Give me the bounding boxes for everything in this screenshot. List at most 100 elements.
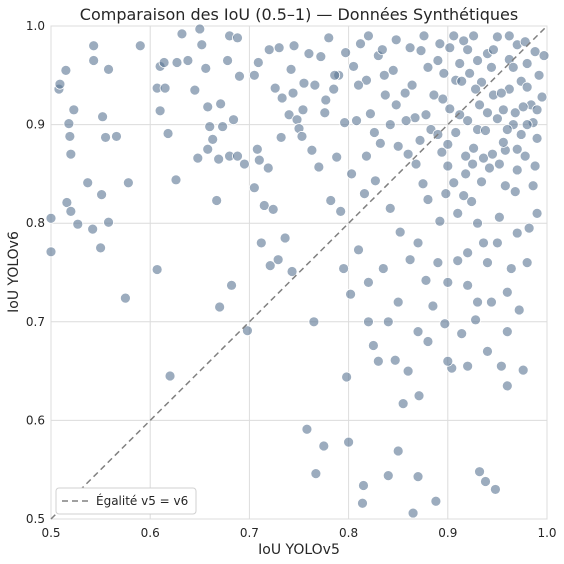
scatter-point xyxy=(345,288,356,300)
scatter-point xyxy=(374,137,386,149)
scatter-point xyxy=(341,371,353,383)
scatter-point xyxy=(467,158,479,170)
scatter-point xyxy=(402,365,414,377)
scatter-point xyxy=(363,276,374,288)
scatter-point xyxy=(472,296,483,308)
scatter-point xyxy=(248,182,260,194)
scatter-point xyxy=(523,222,535,234)
scatter-point xyxy=(422,336,434,347)
y-tick-label: 0.9 xyxy=(26,118,45,132)
scatter-point xyxy=(484,162,495,174)
scatter-point xyxy=(158,57,170,68)
scatter-point xyxy=(476,76,487,88)
scatter-point xyxy=(369,175,381,187)
scatter-point xyxy=(151,264,163,275)
equality-reference-line xyxy=(50,25,548,520)
scatter-point xyxy=(464,67,476,79)
scatter-point xyxy=(384,203,396,214)
scatter-point xyxy=(313,161,325,173)
scatter-point xyxy=(45,212,57,224)
scatter-point xyxy=(501,380,513,392)
scatter-point xyxy=(215,98,227,110)
scatter-point xyxy=(482,345,493,357)
scatter-point xyxy=(275,132,287,143)
scatter-point xyxy=(462,247,474,259)
scatter-point xyxy=(45,246,57,258)
scatter-point xyxy=(410,158,422,170)
scatter-point xyxy=(493,211,505,223)
legend-label: Égalité v5 = v6 xyxy=(96,493,188,508)
scatter-point xyxy=(72,218,84,230)
scatter-point xyxy=(82,177,94,189)
legend: Égalité v5 = v6 xyxy=(55,487,197,515)
scatter-point xyxy=(365,108,376,120)
scatter-point xyxy=(232,150,243,162)
scatter-point xyxy=(372,355,384,367)
x-tick-labels: 0.5 0.6 0.7 0.8 0.9 1.0 xyxy=(41,526,556,540)
scatter-point xyxy=(239,158,250,170)
scatter-point xyxy=(432,257,444,269)
scatter-point xyxy=(267,203,279,215)
x-tick-label: 0.6 xyxy=(141,526,160,540)
scatter-point xyxy=(88,40,100,52)
scatter-point xyxy=(288,40,300,52)
scatter-point xyxy=(499,180,511,192)
scatter-point xyxy=(486,62,497,73)
scatter-point xyxy=(400,115,412,127)
x-tick-label: 1.0 xyxy=(537,526,556,540)
scatter-point xyxy=(361,150,372,162)
scatter-point xyxy=(491,237,503,249)
scatter-point xyxy=(303,48,315,60)
scatter-point xyxy=(170,174,182,186)
scatter-point xyxy=(363,316,374,328)
scatter-point xyxy=(454,58,466,69)
scatter-point xyxy=(454,109,466,121)
scatter-point xyxy=(501,326,513,338)
scatter-point xyxy=(468,142,479,154)
scatter-point xyxy=(320,94,332,106)
scatter-point xyxy=(493,158,505,170)
scatter-point xyxy=(351,115,362,127)
scatter-point xyxy=(96,189,107,201)
scatter-point xyxy=(318,440,330,452)
scatter-point xyxy=(60,64,72,76)
scatter-point xyxy=(495,87,507,99)
scatter-point xyxy=(422,62,434,73)
scatter-point xyxy=(200,62,212,74)
scatter-point xyxy=(103,216,114,228)
scatter-point xyxy=(470,83,481,95)
scatter-point xyxy=(458,35,470,47)
scatter-point xyxy=(276,92,288,104)
scatter-point xyxy=(452,207,464,219)
x-tick-label: 0.7 xyxy=(240,526,259,540)
scatter-point xyxy=(68,104,80,116)
scatter-point xyxy=(501,286,513,298)
scatter-point xyxy=(367,340,379,351)
scatter-point xyxy=(456,328,468,340)
scatter-point xyxy=(204,121,216,132)
scatter-point xyxy=(343,436,355,448)
scatter-point xyxy=(466,196,478,207)
scatter-point xyxy=(232,32,243,44)
scatter-point xyxy=(306,144,318,156)
scatter-point xyxy=(338,263,350,274)
scatter-point xyxy=(420,109,432,121)
scatter-point xyxy=(389,354,401,366)
scatter-point xyxy=(358,480,369,491)
scatter-point xyxy=(214,301,226,313)
data-points xyxy=(45,23,550,519)
scatter-point xyxy=(404,42,416,54)
scatter-point xyxy=(394,226,406,238)
scatter-point xyxy=(448,177,460,189)
scatter-point xyxy=(377,263,389,274)
scatter-point xyxy=(491,113,503,125)
x-tick-label: 0.5 xyxy=(41,526,60,540)
scatter-point xyxy=(444,42,456,54)
scatter-point xyxy=(335,205,347,217)
scatter-point xyxy=(515,129,527,140)
scatter-point xyxy=(511,143,523,155)
scatter-point xyxy=(242,325,253,337)
scatter-point xyxy=(442,160,454,172)
scatter-point xyxy=(258,200,270,211)
scatter-point xyxy=(460,150,472,162)
